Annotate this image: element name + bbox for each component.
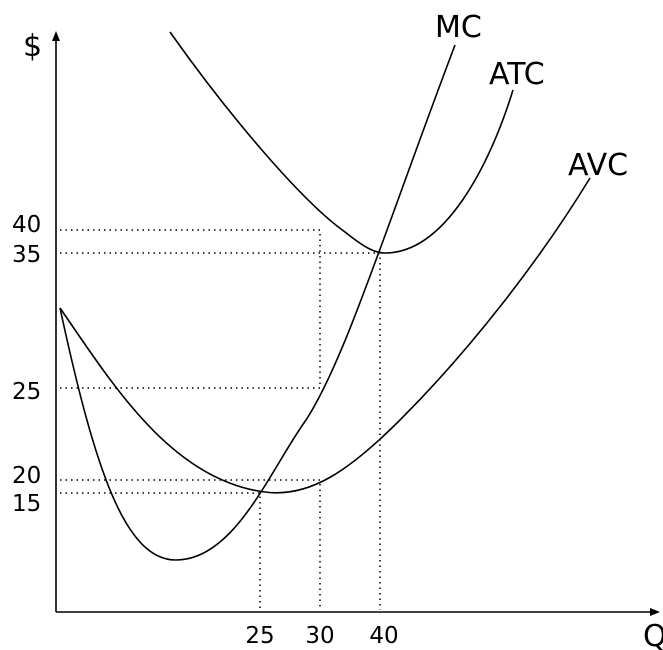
y-tick-label: 35 bbox=[12, 242, 41, 268]
y-tick-label: 15 bbox=[12, 491, 41, 517]
x-tick-label: 40 bbox=[369, 623, 398, 649]
guide-atc-minimum bbox=[60, 252, 381, 610]
labels: $ Q MC ATC AVC 40 35 25 20 15 25 30 40 bbox=[12, 10, 663, 650]
guide-avc-minimum bbox=[60, 479, 321, 610]
y-tick-label: 25 bbox=[12, 379, 41, 405]
x-tick-label: 30 bbox=[305, 623, 334, 649]
atc-label: ATC bbox=[489, 57, 545, 92]
x-axis-label: Q bbox=[643, 619, 663, 650]
reference-guides bbox=[60, 229, 381, 610]
y-axis-label: $ bbox=[23, 29, 42, 64]
mc-label: MC bbox=[435, 10, 482, 45]
avc-label: AVC bbox=[568, 148, 628, 183]
x-tick-label: 25 bbox=[245, 623, 274, 649]
avc-curve bbox=[59, 177, 591, 494]
guide-mc-avc-intersection bbox=[60, 492, 261, 610]
axes bbox=[52, 31, 660, 616]
y-tick-label: 40 bbox=[12, 212, 41, 238]
y-tick-label: 20 bbox=[12, 463, 41, 489]
guide-price-40 bbox=[60, 229, 321, 388]
atc-curve bbox=[169, 31, 514, 254]
mc-curve bbox=[59, 44, 456, 561]
cost-curves bbox=[59, 31, 591, 561]
